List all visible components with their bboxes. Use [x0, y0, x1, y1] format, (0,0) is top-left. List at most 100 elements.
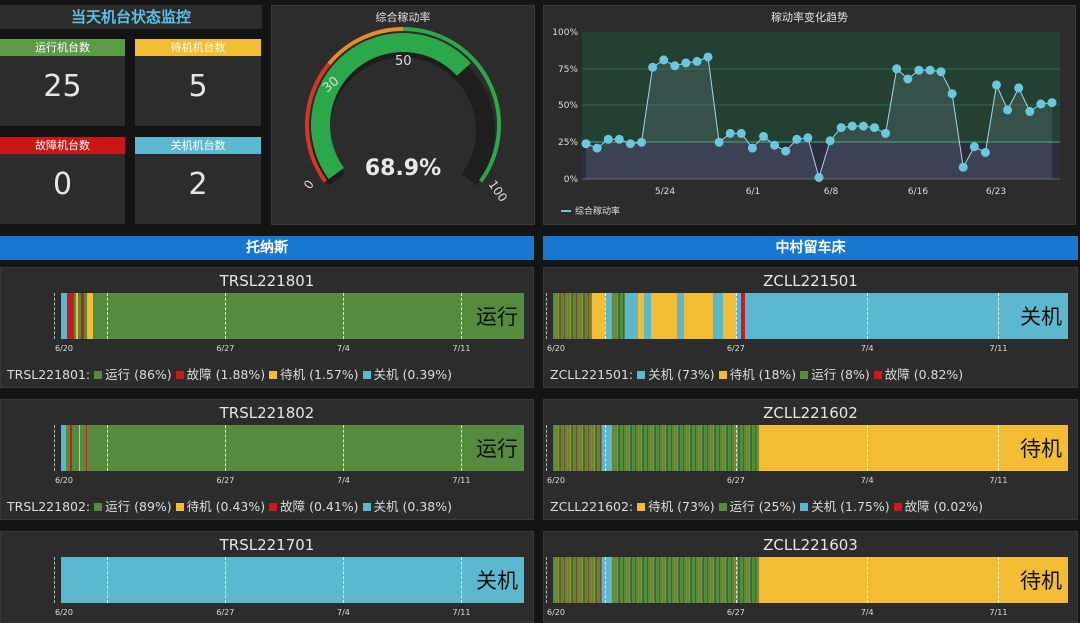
status-timeline[interactable]: 待机: [553, 557, 1068, 603]
legend-item[interactable]: 运行 (8%): [811, 367, 870, 382]
timeline-ticks: 6/20 6/27 7/4 7/11: [547, 344, 1068, 356]
legend-item[interactable]: 待机 (73%): [648, 499, 715, 514]
legend-item[interactable]: 关机 (0.39%): [373, 367, 452, 382]
trend-point[interactable]: [892, 64, 902, 74]
trend-ytick-100: 100%: [552, 28, 578, 38]
trend-point[interactable]: [770, 140, 780, 150]
trend-point[interactable]: [914, 65, 924, 75]
status-timeline[interactable]: 运行: [61, 293, 524, 339]
timeline-segment-run: [92, 293, 524, 339]
trend-point[interactable]: [670, 61, 680, 71]
trend-point[interactable]: [936, 67, 946, 77]
trend-point[interactable]: [625, 139, 635, 149]
legend-item[interactable]: 关机 (0.38%): [373, 499, 452, 514]
trend-point[interactable]: [637, 137, 646, 147]
legend-item[interactable]: 待机 (18%): [729, 367, 797, 382]
machine-panel: ZCLL221501 关机 6/20 6/27 7/4 7/11 ZCLL221501: 关机…: [543, 267, 1078, 388]
trend-point[interactable]: [603, 134, 613, 144]
legend-item[interactable]: 运行 (89%): [105, 499, 172, 514]
timeline-ticks: 6/20 6/27 7/4 7/11: [547, 608, 1068, 620]
timeline-gridline: [998, 293, 1000, 339]
legend-item[interactable]: 运行 (25%): [729, 499, 797, 514]
timeline-segment-fault: [740, 293, 746, 339]
timeline-start-marker: [546, 293, 547, 339]
timeline-tick-label: 7/4: [336, 476, 350, 485]
trend-point[interactable]: [1047, 98, 1057, 108]
timeline-gridline: [735, 425, 737, 471]
trend-point[interactable]: [881, 128, 891, 138]
trend-point[interactable]: [847, 121, 857, 131]
trend-point[interactable]: [714, 137, 724, 147]
trend-point[interactable]: [992, 80, 1001, 90]
trend-point[interactable]: [759, 131, 768, 141]
legend-swatch-idle: [269, 371, 278, 379]
legend-item[interactable]: 故障 (0.41%): [280, 499, 359, 514]
trend-point[interactable]: [1014, 83, 1024, 93]
timeline-start-marker: [54, 557, 55, 603]
trend-legend-label: 综合稼动率: [575, 205, 620, 217]
trend-point[interactable]: [1003, 105, 1013, 115]
trend-band-top: [582, 32, 1060, 142]
trend-point[interactable]: [903, 74, 913, 84]
trend-point[interactable]: [614, 134, 624, 144]
legend-item[interactable]: 运行 (86%): [105, 367, 172, 382]
timeline-segment-runmix: [553, 425, 603, 471]
trend-point[interactable]: [659, 55, 669, 65]
trend-point[interactable]: [870, 123, 879, 133]
trend-point[interactable]: [781, 146, 791, 156]
status-timeline[interactable]: 关机: [553, 293, 1068, 339]
trend-point[interactable]: [958, 162, 968, 172]
timeline-segment-run: [87, 425, 524, 471]
timeline-segment-off: [601, 425, 613, 471]
trend-point[interactable]: [825, 136, 835, 146]
timeline-segment-fault: [70, 425, 73, 471]
trend-point[interactable]: [581, 139, 591, 149]
trend-point[interactable]: [692, 56, 702, 66]
trend-point[interactable]: [747, 143, 757, 153]
timeline-gridline: [343, 557, 345, 603]
status-timeline[interactable]: 待机: [553, 425, 1068, 471]
trend-point[interactable]: [792, 134, 802, 144]
trend-point[interactable]: [725, 128, 735, 138]
timeline-segment-idle: [684, 293, 713, 339]
legend-item[interactable]: 待机 (0.43%): [186, 499, 266, 514]
timeline-gridline: [867, 425, 869, 471]
machine-panel: TRSL221802 运行 6/20 6/27 7/4 7/11 TRSL221802: 运行…: [0, 399, 534, 520]
legend-item[interactable]: 待机 (1.57%): [280, 367, 359, 382]
trend-point[interactable]: [814, 173, 824, 182]
trend-point[interactable]: [681, 58, 691, 68]
legend-item[interactable]: 故障 (1.88%): [186, 367, 266, 382]
trend-chart: 100% 75% 50% 25% 0% 5/24 6/1 6/8 6/16 6/…: [552, 28, 1060, 217]
status-timeline[interactable]: 关机: [61, 557, 524, 603]
timeline-segment-run: [73, 293, 77, 339]
trend-xtick-2: 6/1: [746, 187, 760, 197]
trend-point[interactable]: [925, 65, 935, 75]
trend-point[interactable]: [703, 52, 713, 62]
timeline-segment-run: [65, 425, 71, 471]
timeline-segment-idle: [650, 293, 677, 339]
legend-item[interactable]: 故障 (0.82%): [884, 367, 964, 382]
timeline-segment-runmix: [612, 293, 626, 339]
machine-state-label: 运行: [476, 305, 518, 329]
trend-point[interactable]: [736, 128, 746, 138]
status-timeline[interactable]: 运行: [61, 425, 524, 471]
stat-idle-value: 5: [188, 69, 208, 104]
trend-point[interactable]: [803, 133, 813, 143]
machine-panel: TRSL221801 运行 6/20 6/27 7/4 7/11 TRSL221801: 运行…: [0, 267, 534, 388]
trend-point[interactable]: [648, 62, 658, 72]
trend-point[interactable]: [1036, 99, 1046, 109]
gauge-panel: 综合稼动率 0 30 50 100 68.9%: [271, 5, 535, 225]
trend-point[interactable]: [592, 143, 602, 153]
trend-point[interactable]: [836, 123, 846, 133]
machine-name: ZCLL221602: [763, 404, 858, 422]
trend-point[interactable]: [858, 121, 868, 131]
trend-point[interactable]: [947, 89, 957, 99]
legend-item[interactable]: 关机 (1.75%): [811, 499, 890, 514]
trend-point[interactable]: [980, 148, 990, 157]
trend-point[interactable]: [969, 142, 979, 152]
trend-point[interactable]: [1025, 106, 1035, 116]
machine-legend: ZCLL221501: 关机 (73%) 待机 (18%) 运行 (8%) 故障 (0.…: [550, 364, 963, 383]
legend-item[interactable]: 关机 (73%): [648, 367, 715, 382]
gauge-band-red: [305, 62, 331, 183]
legend-item[interactable]: 故障 (0.02%): [904, 499, 984, 514]
